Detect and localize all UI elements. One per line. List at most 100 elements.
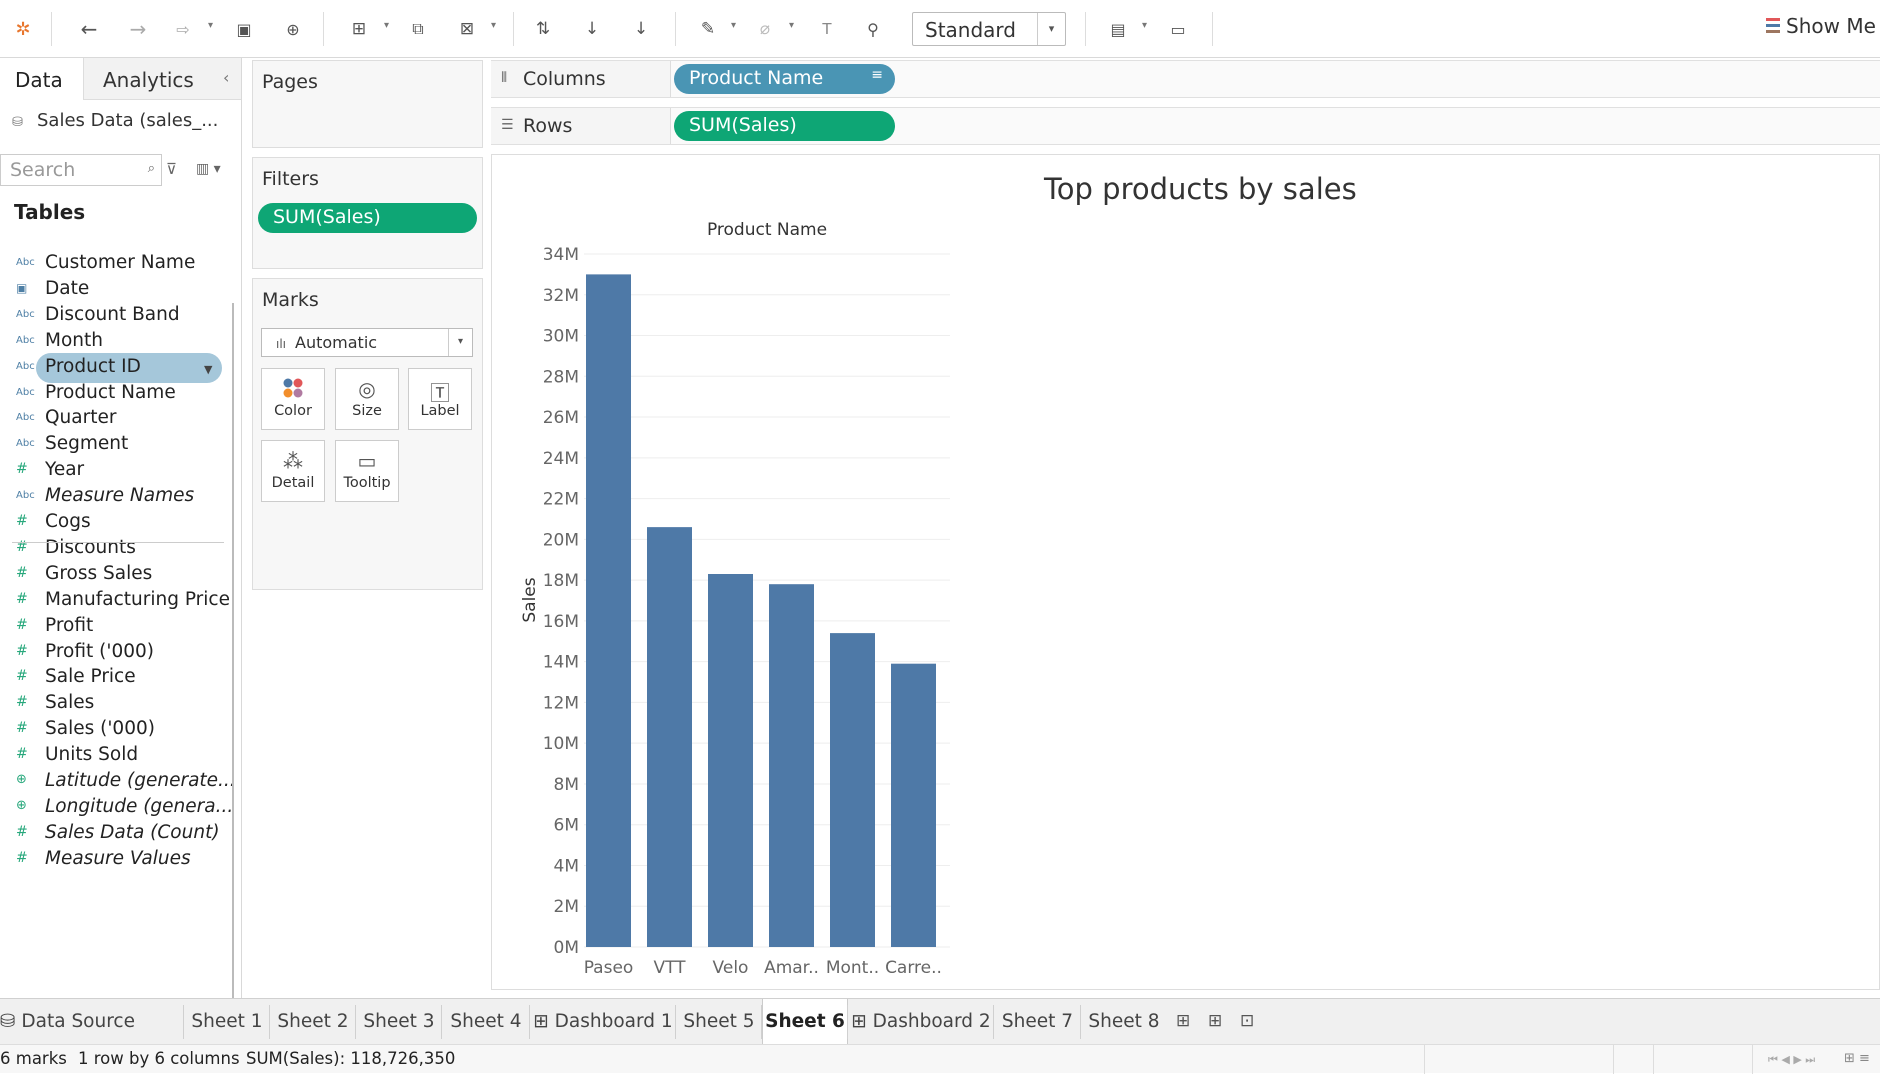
new-worksheet-tab-icon[interactable]: ⊞ bbox=[1176, 1011, 1191, 1031]
clear-sheet-dropdown-icon[interactable]: ▾ bbox=[491, 20, 497, 31]
sheet-tab-sheet-6[interactable]: Sheet 6 bbox=[762, 999, 848, 1044]
field-discount-band[interactable]: Abc Discount Band bbox=[0, 303, 228, 331]
filter-icon[interactable]: ⊽ bbox=[166, 160, 177, 178]
field-latitude-generate[interactable]: ⊕ Latitude (generate... bbox=[0, 769, 236, 797]
show-me-button[interactable]: Show Me bbox=[1766, 14, 1876, 38]
field-sales[interactable]: # Sales bbox=[0, 691, 228, 719]
field-units-sold[interactable]: # Units Sold bbox=[0, 743, 228, 771]
field-gross-sales[interactable]: # Gross Sales bbox=[0, 562, 228, 590]
field-customer-name[interactable]: Abc Customer Name bbox=[0, 251, 228, 279]
marks-color-button[interactable]: Color bbox=[261, 368, 325, 430]
search-input[interactable]: Search ⌕ bbox=[0, 154, 162, 186]
show-cards-dropdown-icon[interactable]: ▾ bbox=[1142, 20, 1148, 31]
data-pane-scrollbar[interactable] bbox=[232, 303, 234, 1043]
sheet-tab-sheet-2[interactable]: Sheet 2 bbox=[270, 999, 356, 1044]
field-product-name[interactable]: Abc Product Name bbox=[0, 381, 228, 409]
field-profit-000[interactable]: # Profit ('000) bbox=[0, 640, 228, 668]
pages-card[interactable]: Pages bbox=[252, 60, 483, 148]
sheet-tab-dashboard-1[interactable]: ⊞ Dashboard 1 bbox=[530, 999, 676, 1044]
sheet-navigation-icon[interactable]: ⏮ ◀ ▶ ⏭ bbox=[1768, 1053, 1816, 1066]
bar[interactable] bbox=[769, 584, 814, 947]
sheet-tab-sheet-1[interactable]: Sheet 1 bbox=[184, 999, 270, 1044]
mark-type-select[interactable]: ılı Automatic ▾ bbox=[261, 328, 473, 357]
field-sale-price[interactable]: # Sale Price bbox=[0, 665, 228, 693]
marks-detail-button[interactable]: ⁂ Detail bbox=[261, 440, 325, 502]
new-worksheet-icon[interactable]: ⊞ bbox=[351, 19, 367, 39]
show-cards-icon[interactable]: ▤ bbox=[1110, 19, 1126, 39]
sheet-tab-sheet-7[interactable]: Sheet 7 bbox=[994, 999, 1081, 1044]
bar[interactable] bbox=[647, 527, 692, 947]
tab-analytics[interactable]: Analytics bbox=[83, 58, 241, 100]
field-manufacturing-price[interactable]: # Manufacturing Price bbox=[0, 588, 230, 616]
sheet-tab-sheet-8[interactable]: Sheet 8 bbox=[1081, 999, 1167, 1044]
new-worksheet-dropdown-icon[interactable]: ▾ bbox=[384, 20, 390, 31]
filter-pill-sum-sales[interactable]: SUM(Sales) bbox=[258, 203, 477, 233]
field-sales-data-count[interactable]: # Sales Data (Count) bbox=[0, 821, 228, 849]
view-size-select[interactable]: Standard ▾ bbox=[912, 12, 1066, 46]
field-profit[interactable]: # Profit bbox=[0, 614, 228, 642]
marks-tooltip-button[interactable]: ▭ Tooltip bbox=[335, 440, 399, 502]
rows-pill-sum-sales[interactable]: SUM(Sales) bbox=[674, 111, 895, 141]
field-discounts[interactable]: # Discounts bbox=[0, 536, 228, 564]
fix-axes-icon[interactable]: ⚲ bbox=[867, 19, 879, 39]
bar[interactable] bbox=[586, 274, 631, 948]
redo-icon[interactable]: → bbox=[129, 17, 147, 41]
sheet-tab-data-source[interactable]: ⛁ Data Source bbox=[0, 999, 135, 1044]
duplicate-sheet-icon[interactable]: ⧉ bbox=[412, 19, 424, 38]
field-segment[interactable]: Abc Segment bbox=[0, 432, 228, 460]
show-labels-icon[interactable]: T bbox=[822, 20, 832, 38]
field-menu-chevron-icon[interactable]: ▼ bbox=[204, 362, 213, 376]
chevron-down-icon[interactable]: ▾ bbox=[1037, 13, 1065, 45]
replay-dropdown-icon[interactable]: ▾ bbox=[208, 20, 214, 31]
presentation-mode-icon[interactable]: ▭ bbox=[1170, 19, 1186, 39]
field-measure-names[interactable]: Abc Measure Names bbox=[0, 484, 228, 512]
highlight-dropdown-icon[interactable]: ▾ bbox=[731, 20, 737, 31]
new-story-tab-icon[interactable]: ⊡ bbox=[1240, 1011, 1255, 1031]
collapse-pane-icon[interactable]: ‹ bbox=[223, 68, 230, 87]
bar[interactable] bbox=[830, 633, 875, 947]
sheet-tab-sheet-3[interactable]: Sheet 3 bbox=[356, 999, 442, 1044]
field-year[interactable]: # Year bbox=[0, 458, 228, 486]
bar-chart[interactable]: Product Name 0M 2M 4M 6M 8M 10M 12M 14M 16M 18M 20M… bbox=[500, 210, 960, 990]
sheet-tab-sheet-5[interactable]: Sheet 5 bbox=[676, 999, 762, 1044]
field-date[interactable]: ▣ Date bbox=[0, 277, 228, 305]
rows-shelf[interactable]: ☰ Rows SUM(Sales) bbox=[491, 107, 1880, 145]
columns-shelf[interactable]: ⦀ Columns Product Name ≡ bbox=[491, 60, 1880, 98]
field-name: Cogs bbox=[45, 511, 91, 532]
save-icon[interactable]: ▣ bbox=[236, 19, 252, 39]
sort-descending-icon[interactable]: ↓ bbox=[633, 19, 649, 39]
field-quarter[interactable]: Abc Quarter bbox=[0, 406, 228, 434]
field-measure-values[interactable]: # Measure Values bbox=[0, 847, 228, 875]
tableau-logo-icon[interactable]: ✲ bbox=[15, 18, 31, 40]
sheet-sorter-icon[interactable]: ⊞ ≡ bbox=[1844, 1051, 1870, 1066]
clear-sheet-icon[interactable]: ⊠ bbox=[459, 19, 475, 39]
replay-icon[interactable]: ⇨ bbox=[176, 19, 190, 39]
marks-label-button[interactable]: 🅃 Label bbox=[408, 368, 472, 430]
undo-icon[interactable]: ← bbox=[80, 17, 98, 41]
field-longitude-genera[interactable]: ⊕ Longitude (genera... bbox=[0, 795, 233, 823]
field-cogs[interactable]: # Cogs bbox=[0, 510, 228, 538]
group-members-icon[interactable]: ⌀ bbox=[759, 19, 771, 39]
bar[interactable] bbox=[891, 663, 936, 947]
datasource-item[interactable]: ⛁ Sales Data (sales_... bbox=[12, 110, 218, 131]
tab-separator bbox=[355, 1005, 356, 1039]
chevron-down-icon[interactable]: ▾ bbox=[448, 329, 472, 356]
view-options-icon[interactable]: ▥ ▾ bbox=[196, 161, 221, 177]
columns-pill-product-name[interactable]: Product Name ≡ bbox=[674, 64, 895, 94]
sheet-tab-sheet-4[interactable]: Sheet 4 bbox=[442, 999, 530, 1044]
tab-data[interactable]: Data bbox=[0, 58, 83, 100]
sheet-tab-dashboard-2[interactable]: ⊞ Dashboard 2 bbox=[848, 999, 994, 1044]
field-month[interactable]: Abc Month bbox=[0, 329, 228, 357]
bar[interactable] bbox=[708, 574, 753, 947]
filters-card[interactable]: Filters SUM(Sales) bbox=[252, 157, 483, 269]
new-datasource-icon[interactable]: ⊕ bbox=[286, 19, 300, 39]
marks-size-button[interactable]: ◎ Size bbox=[335, 368, 399, 430]
field-sales-000[interactable]: # Sales ('000) bbox=[0, 717, 228, 745]
field-name: Latitude (generate... bbox=[45, 770, 236, 791]
new-dashboard-tab-icon[interactable]: ⊞ bbox=[1208, 1011, 1223, 1031]
swap-rows-columns-icon[interactable]: ⇅ bbox=[535, 19, 551, 39]
field-product-id[interactable]: Abc Product ID ▼ bbox=[0, 352, 228, 383]
sort-ascending-icon[interactable]: ↓ bbox=[584, 19, 600, 39]
group-dropdown-icon[interactable]: ▾ bbox=[789, 20, 795, 31]
highlight-icon[interactable]: ✎ bbox=[700, 19, 716, 39]
